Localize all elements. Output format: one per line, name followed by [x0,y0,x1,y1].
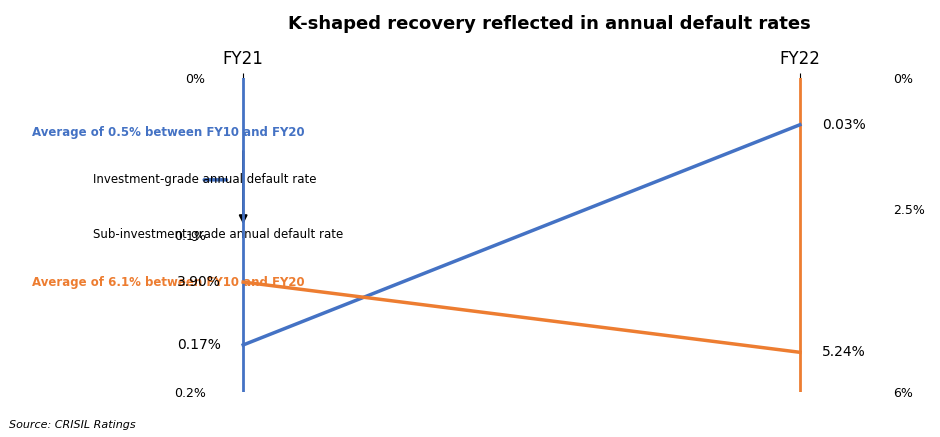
Text: 0.17%: 0.17% [177,338,221,352]
Text: Average of 0.5% between FY10 and FY20: Average of 0.5% between FY10 and FY20 [32,126,305,139]
Text: 0.03%: 0.03% [822,118,866,132]
Text: 3.90%: 3.90% [177,275,221,289]
Title: K-shaped recovery reflected in annual default rates: K-shaped recovery reflected in annual de… [288,15,810,33]
Text: Source: CRISIL Ratings: Source: CRISIL Ratings [9,420,136,430]
Text: 5.24%: 5.24% [822,345,866,359]
Text: Average of 6.1% between FY10 and FY20: Average of 6.1% between FY10 and FY20 [32,276,305,288]
Text: Sub-investment-grade annual default rate: Sub-investment-grade annual default rate [93,229,343,241]
Text: Investment-grade annual default rate: Investment-grade annual default rate [93,173,317,186]
